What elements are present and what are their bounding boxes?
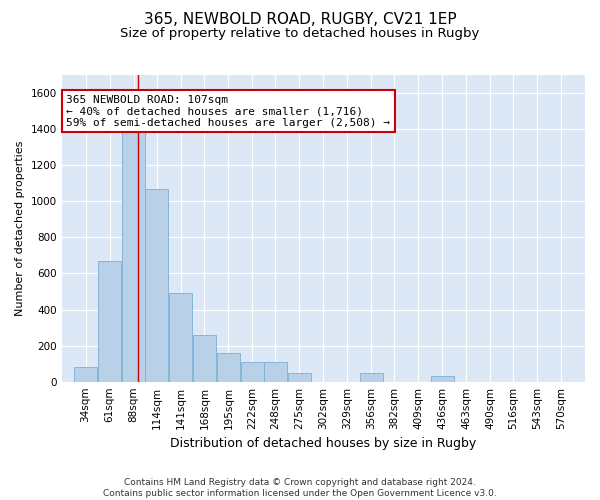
Bar (74, 367, 97, 382)
Bar (122, 124, 145, 382)
Bar (145, 188, 168, 382)
Bar (264, 362, 287, 382)
Text: 365, NEWBOLD ROAD, RUGBY, CV21 1EP: 365, NEWBOLD ROAD, RUGBY, CV21 1EP (143, 12, 457, 28)
Text: 365 NEWBOLD ROAD: 107sqm
← 40% of detached houses are smaller (1,716)
59% of sem: 365 NEWBOLD ROAD: 107sqm ← 40% of detach… (67, 95, 391, 128)
Y-axis label: Number of detached properties: Number of detached properties (15, 140, 25, 316)
Text: Contains HM Land Registry data © Crown copyright and database right 2024.
Contai: Contains HM Land Registry data © Crown c… (103, 478, 497, 498)
Bar (241, 362, 264, 382)
Bar (193, 335, 216, 382)
Bar (288, 372, 311, 382)
Bar (217, 353, 240, 382)
Bar (98, 261, 121, 382)
Bar (431, 376, 454, 382)
Bar (169, 294, 192, 382)
Bar (359, 372, 383, 382)
X-axis label: Distribution of detached houses by size in Rugby: Distribution of detached houses by size … (170, 437, 476, 450)
Text: Size of property relative to detached houses in Rugby: Size of property relative to detached ho… (121, 28, 479, 40)
